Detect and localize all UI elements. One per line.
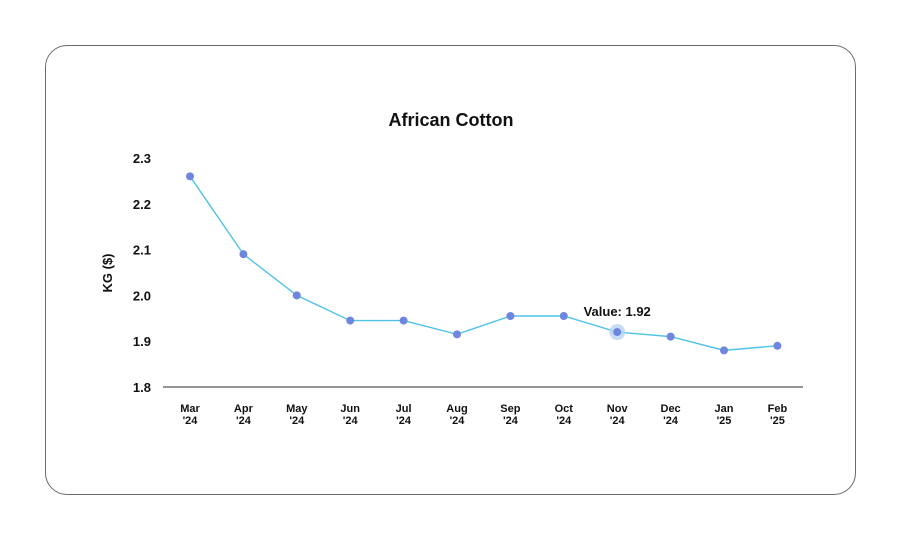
data-point[interactable]: [239, 250, 248, 259]
value-tooltip: Value: 1.92: [584, 304, 651, 319]
x-tick-label: Apr '24: [234, 403, 254, 427]
data-point[interactable]: [773, 341, 782, 350]
data-point[interactable]: [506, 312, 515, 321]
x-tick-label: Jun '24: [340, 403, 360, 427]
data-point[interactable]: [399, 316, 408, 325]
y-tick-label: 2.0: [133, 288, 151, 303]
y-tick-label: 1.8: [133, 380, 151, 395]
chart-card: [45, 45, 856, 495]
x-tick-label: Mar '24: [180, 403, 200, 427]
data-point[interactable]: [666, 332, 675, 341]
data-markers: [186, 172, 782, 355]
data-point[interactable]: [613, 328, 622, 337]
series-line: [189, 175, 778, 352]
y-axis-ticks: 1.8 1.9 2.0 2.1 2.2 2.3: [133, 151, 151, 395]
chart-title: African Cotton: [389, 110, 514, 130]
x-tick-label: Feb '25: [768, 403, 788, 427]
x-tick-label: Oct '24: [555, 403, 574, 427]
data-point[interactable]: [186, 172, 194, 181]
x-axis-ticks: Mar '24 Apr '24 May '24 Jun '24 Jul '24 Aug '24 Sep '…: [180, 403, 787, 427]
x-tick-label: May '24: [286, 403, 308, 427]
x-tick-label: Dec '24: [661, 403, 681, 427]
x-tick-label: Jan '25: [715, 403, 734, 427]
y-tick-label: 1.9: [133, 334, 151, 349]
x-tick-label: Sep '24: [500, 403, 520, 427]
y-tick-label: 2.3: [133, 151, 151, 166]
data-point[interactable]: [346, 316, 355, 325]
y-tick-label: 2.2: [133, 197, 151, 212]
y-axis-label: KG ($): [100, 254, 115, 293]
x-tick-label: Jul '24: [396, 403, 412, 427]
data-point[interactable]: [292, 291, 301, 300]
data-point[interactable]: [559, 312, 568, 321]
data-point[interactable]: [720, 346, 728, 355]
x-tick-label: Nov '24: [607, 403, 629, 427]
y-tick-label: 2.1: [133, 243, 151, 258]
data-point[interactable]: [453, 330, 461, 339]
x-tick-label: Aug '24: [446, 403, 467, 427]
